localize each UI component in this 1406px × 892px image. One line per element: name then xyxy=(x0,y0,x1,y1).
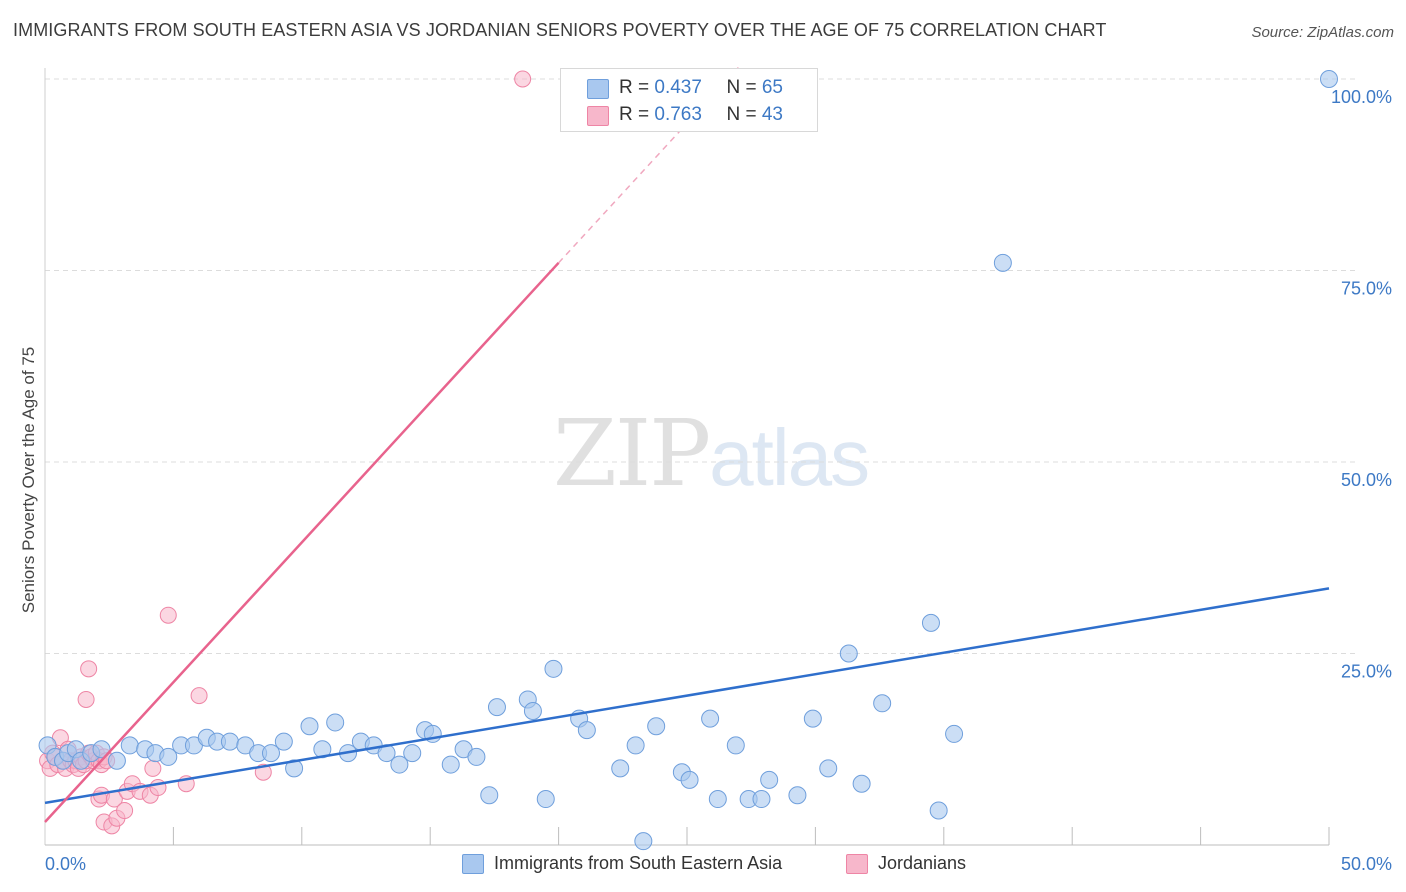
watermark-atlas: atlas xyxy=(709,413,870,502)
data-point-sea-immigrants xyxy=(326,713,345,732)
data-point-sea-immigrants xyxy=(921,613,940,632)
data-point-sea-immigrants xyxy=(1320,70,1338,88)
data-point-sea-immigrants xyxy=(467,747,486,766)
data-point-sea-immigrants xyxy=(752,790,771,809)
data-point-sea-immigrants xyxy=(92,740,111,759)
y-axis-title: Seniors Poverty Over the Age of 75 xyxy=(19,346,38,614)
data-point-sea-immigrants xyxy=(441,755,460,774)
legend-r-value: 0.763 xyxy=(654,104,702,125)
data-point-sea-immigrants xyxy=(274,732,293,751)
watermark-zip: ZIP xyxy=(553,400,711,507)
y-axis-title-wrap: Seniors Poverty Over the Age of 75 xyxy=(14,340,44,620)
data-point-sea-immigrants xyxy=(993,253,1012,272)
legend-n-label: N = xyxy=(726,104,762,125)
data-point-sea-immigrants xyxy=(261,744,280,763)
data-point-sea-immigrants xyxy=(300,717,319,736)
trend-line-sea-immigrants xyxy=(44,587,1330,805)
legend-text-pink: R = 0.763 N = 43 xyxy=(619,104,783,126)
data-point-sea-immigrants xyxy=(839,644,858,663)
data-point-sea-immigrants xyxy=(544,659,563,678)
x-tick-label: 50.0% xyxy=(1341,854,1392,874)
legend-r-label: R = xyxy=(619,77,655,98)
data-point-sea-immigrants xyxy=(634,832,653,851)
data-point-sea-immigrants xyxy=(708,790,727,809)
data-point-sea-immigrants xyxy=(577,721,596,740)
bottom-legend-label-blue: Immigrants from South Eastern Asia xyxy=(494,853,783,873)
legend-n-label: N = xyxy=(726,77,762,98)
data-point-sea-immigrants xyxy=(803,709,822,728)
data-point-sea-immigrants xyxy=(626,736,645,755)
legend-text-blue: R = 0.437 N = 65 xyxy=(619,77,783,99)
data-point-sea-immigrants xyxy=(680,770,699,789)
correlation-legend: R = 0.437 N = 65 R = 0.763 N = 43 xyxy=(560,68,818,132)
data-point-jordanians xyxy=(159,606,177,624)
legend-swatch-blue xyxy=(587,79,609,99)
data-point-sea-immigrants xyxy=(480,786,499,805)
legend-r-value: 0.437 xyxy=(654,77,702,98)
y-tick-label: 75.0% xyxy=(1341,279,1392,299)
bottom-legend-label-pink: Jordanians xyxy=(878,853,967,873)
bottom-legend-swatch-pink xyxy=(846,854,868,874)
data-point-jordanians xyxy=(77,690,95,708)
data-point-sea-immigrants xyxy=(701,709,720,728)
data-point-sea-immigrants xyxy=(760,770,779,789)
data-point-sea-immigrants xyxy=(107,751,126,770)
x-tick-label: 0.0% xyxy=(45,854,86,874)
data-point-sea-immigrants xyxy=(285,759,304,778)
data-point-sea-immigrants xyxy=(220,732,239,751)
data-point-sea-immigrants xyxy=(487,698,506,717)
data-point-sea-immigrants xyxy=(945,724,964,743)
data-point-jordanians xyxy=(116,802,134,820)
data-point-sea-immigrants xyxy=(726,736,745,755)
data-point-sea-immigrants xyxy=(929,801,948,820)
source-credit: Source: ZipAtlas.com xyxy=(1251,24,1394,41)
data-point-jordanians xyxy=(514,70,532,88)
data-point-sea-immigrants xyxy=(788,786,807,805)
y-tick-label: 100.0% xyxy=(1331,87,1392,107)
legend-swatch-pink xyxy=(587,106,609,126)
data-point-sea-immigrants xyxy=(819,759,838,778)
data-point-jordanians xyxy=(144,759,162,777)
data-point-sea-immigrants xyxy=(536,790,555,809)
data-point-sea-immigrants xyxy=(390,755,409,774)
data-point-sea-immigrants xyxy=(647,717,666,736)
data-point-sea-immigrants xyxy=(523,701,542,720)
data-point-jordanians xyxy=(190,687,208,705)
legend-n-value: 43 xyxy=(761,104,783,125)
legend-r-label: R = xyxy=(619,104,655,125)
trend-line-jordanians xyxy=(44,261,560,823)
bottom-legend-swatch-blue xyxy=(462,854,484,874)
watermark-logo: ZIPatlas xyxy=(553,400,870,507)
data-point-jordanians xyxy=(80,660,98,678)
data-point-sea-immigrants xyxy=(873,694,892,713)
data-point-sea-immigrants xyxy=(120,736,139,755)
chart-title: IMMIGRANTS FROM SOUTH EASTERN ASIA VS JO… xyxy=(13,20,1107,40)
data-point-sea-immigrants xyxy=(611,759,630,778)
data-point-sea-immigrants xyxy=(403,744,422,763)
data-point-sea-immigrants xyxy=(159,747,178,766)
legend-n-value: 65 xyxy=(761,77,783,98)
y-tick-label: 50.0% xyxy=(1341,470,1392,490)
data-point-sea-immigrants xyxy=(852,774,871,793)
y-tick-label: 25.0% xyxy=(1341,662,1392,682)
